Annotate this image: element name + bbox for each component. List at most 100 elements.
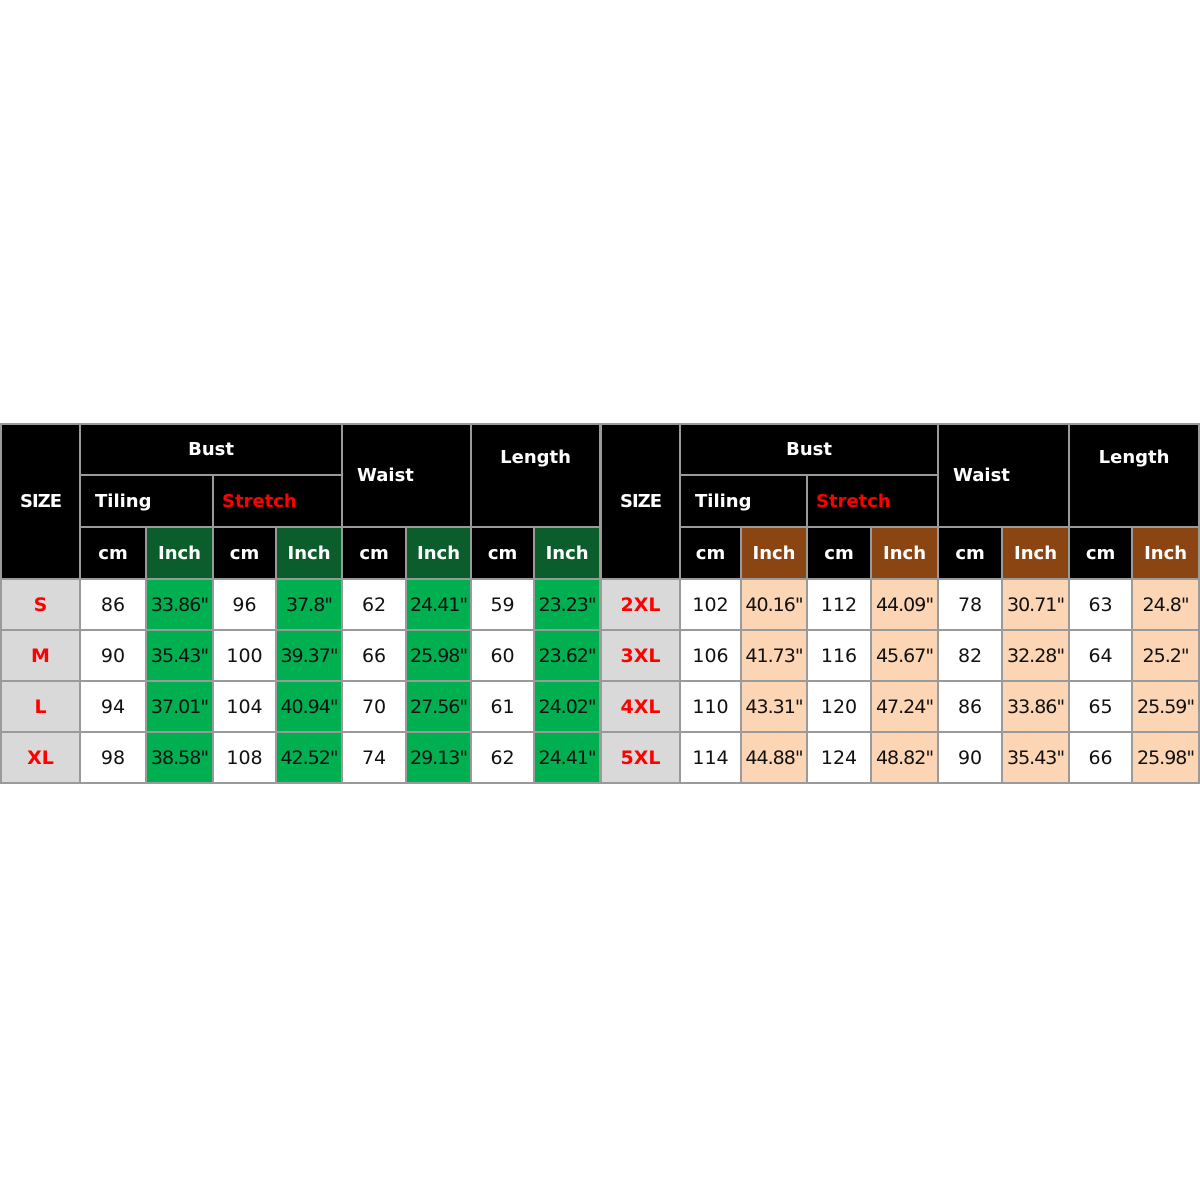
size-header: SIZE (0, 423, 81, 580)
cm-value: 98 (79, 731, 147, 784)
table-row: 3XL 106 41.73" 116 45.67" 82 32.28" 64 25.2" (600, 629, 1200, 682)
size-label: 3XL (600, 629, 681, 682)
inch-unit-header: Inch (533, 526, 602, 580)
inch-value: 35.43" (145, 629, 214, 682)
cm-unit-header: cm (470, 526, 536, 580)
size-label: XL (0, 731, 81, 784)
cm-value: 96 (212, 578, 277, 631)
cm-value: 74 (341, 731, 408, 784)
cm-unit-header: cm (937, 526, 1004, 580)
table-row: L 94 37.01" 104 40.94" 70 27.56" 61 24.02" (0, 680, 602, 733)
cm-value: 100 (212, 629, 277, 682)
size-label: S (0, 578, 81, 631)
cm-value: 106 (679, 629, 742, 682)
table-row: S 86 33.86" 96 37.8" 62 24.41" 59 23.23" (0, 578, 602, 631)
inch-value: 40.94" (274, 680, 344, 733)
cm-value: 78 (937, 578, 1004, 631)
inch-value: 24.41" (533, 731, 602, 784)
cm-value: 63 (1068, 578, 1134, 631)
bust-header: Bust (678, 423, 940, 476)
cm-unit-header: cm (806, 526, 872, 580)
table-row: 5XL 114 44.88" 124 48.82" 90 35.43" 66 25.98" (600, 731, 1200, 784)
cm-value: 62 (341, 578, 408, 631)
inch-value: 41.73" (740, 629, 808, 682)
inch-value: 25.98" (1131, 731, 1200, 784)
inch-value: 24.8" (1131, 578, 1200, 631)
bust-header: Bust (78, 423, 344, 476)
cm-value: 66 (1068, 731, 1134, 784)
tiling-header: Tiling (79, 474, 214, 528)
length-header: Length (1068, 423, 1200, 528)
inch-value: 24.02" (533, 680, 602, 733)
cm-value: 124 (806, 731, 872, 784)
inch-unit-header: Inch (1001, 526, 1071, 580)
inch-value: 43.31" (740, 680, 808, 733)
table-row: 4XL 110 43.31" 120 47.24" 86 33.86" 65 25.59" (600, 680, 1200, 733)
cm-value: 112 (806, 578, 872, 631)
inch-value: 37.8" (274, 578, 344, 631)
inch-value: 32.28" (1001, 629, 1071, 682)
inch-value: 25.2" (1131, 629, 1200, 682)
cm-value: 104 (212, 680, 277, 733)
inch-unit-header: Inch (145, 526, 214, 580)
size-table-s-to-xl: SIZE Bust Waist Length Tiling Stretch cm Inch cm… (0, 423, 602, 784)
size-label: L (0, 680, 81, 733)
inch-value: 29.13" (405, 731, 473, 784)
cm-value: 82 (937, 629, 1004, 682)
inch-unit-header: Inch (869, 526, 940, 580)
inch-value: 38.58" (145, 731, 214, 784)
cm-value: 64 (1068, 629, 1134, 682)
inch-value: 39.37" (274, 629, 344, 682)
cm-value: 90 (79, 629, 147, 682)
inch-value: 25.59" (1131, 680, 1200, 733)
inch-value: 37.01" (145, 680, 214, 733)
stretch-header: Stretch (211, 474, 344, 528)
cm-value: 116 (806, 629, 872, 682)
inch-unit-header: Inch (740, 526, 808, 580)
cm-unit-header: cm (341, 526, 408, 580)
tiling-header: Tiling (679, 474, 808, 528)
length-header: Length (470, 423, 602, 528)
cm-value: 62 (470, 731, 536, 784)
cm-value: 70 (341, 680, 408, 733)
cm-value: 94 (79, 680, 147, 733)
inch-value: 45.67" (869, 629, 940, 682)
cm-value: 60 (470, 629, 536, 682)
cm-value: 110 (679, 680, 742, 733)
cm-unit-header: cm (79, 526, 147, 580)
cm-value: 86 (79, 578, 147, 631)
cm-value: 61 (470, 680, 536, 733)
size-header: SIZE (600, 423, 681, 580)
inch-unit-header: Inch (274, 526, 344, 580)
inch-value: 23.62" (533, 629, 602, 682)
table-row: 2XL 102 40.16" 112 44.09" 78 30.71" 63 24.8" (600, 578, 1200, 631)
cm-value: 65 (1068, 680, 1134, 733)
cm-unit-header: cm (1068, 526, 1134, 580)
table-row: M 90 35.43" 100 39.37" 66 25.98" 60 23.62" (0, 629, 602, 682)
inch-value: 25.98" (405, 629, 473, 682)
cm-value: 108 (212, 731, 277, 784)
inch-value: 44.88" (740, 731, 808, 784)
cm-value: 86 (937, 680, 1004, 733)
table-row: XL 98 38.58" 108 42.52" 74 29.13" 62 24.41" (0, 731, 602, 784)
waist-header: Waist (341, 423, 473, 528)
size-label: M (0, 629, 81, 682)
size-label: 4XL (600, 680, 681, 733)
inch-unit-header: Inch (405, 526, 473, 580)
size-table-2xl-to-5xl: SIZE Bust Waist Length Tiling Stretch cm Inch cm… (600, 423, 1200, 784)
inch-value: 44.09" (869, 578, 940, 631)
inch-value: 27.56" (405, 680, 473, 733)
waist-header: Waist (937, 423, 1071, 528)
size-label: 2XL (600, 578, 681, 631)
inch-value: 42.52" (274, 731, 344, 784)
inch-value: 30.71" (1001, 578, 1071, 631)
inch-value: 35.43" (1001, 731, 1071, 784)
cm-value: 120 (806, 680, 872, 733)
stretch-header: Stretch (805, 474, 940, 528)
size-label: 5XL (600, 731, 681, 784)
inch-value: 24.41" (405, 578, 473, 631)
cm-value: 66 (341, 629, 408, 682)
cm-value: 102 (679, 578, 742, 631)
inch-value: 33.86" (145, 578, 214, 631)
inch-value: 23.23" (533, 578, 602, 631)
